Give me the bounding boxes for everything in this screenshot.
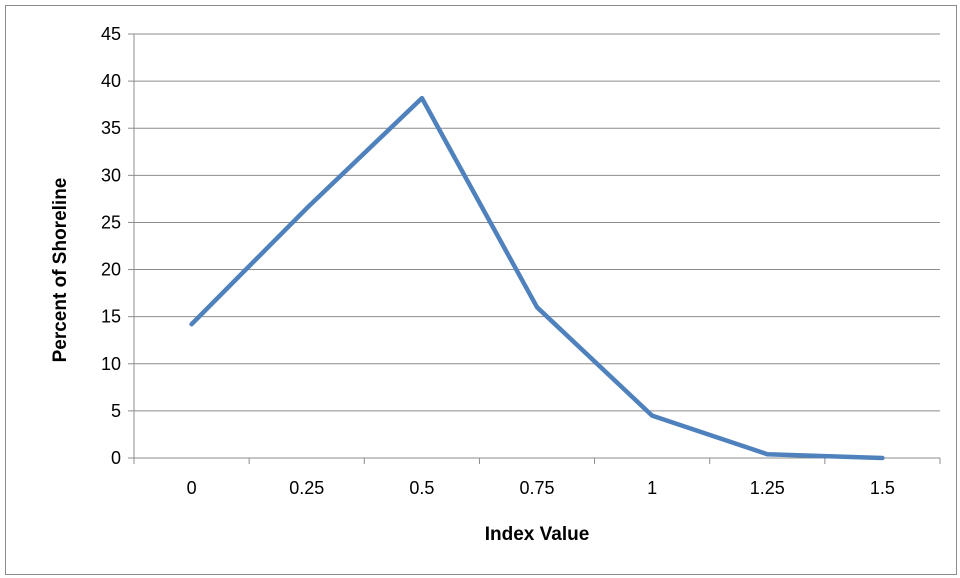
x-tick-label: 1	[647, 478, 657, 498]
gridlines	[134, 33, 940, 412]
y-tick-label: 30	[101, 165, 121, 185]
y-tick-label: 45	[101, 24, 121, 44]
y-tick-label: 15	[101, 307, 121, 327]
y-tick-label: 25	[101, 212, 121, 232]
y-tick-label: 5	[111, 401, 121, 421]
x-tick-label: 0.25	[289, 478, 324, 498]
y-tick-label: 0	[111, 448, 121, 468]
x-tick-labels: 0 0.25 0.5 0.75 1 1.25 1.5	[187, 478, 895, 498]
chart-border	[5, 5, 957, 575]
y-tick-label: 10	[101, 354, 121, 374]
series	[189, 95, 885, 461]
x-tick-label: 0.75	[519, 478, 554, 498]
y-tick-labels: 0 5 10 15 20 25 30 35 40 45	[101, 24, 121, 468]
axes	[128, 33, 941, 464]
x-tick-label: 0.5	[409, 478, 434, 498]
x-axis-title: Index Value	[485, 524, 590, 545]
series-line	[189, 95, 885, 461]
x-tick-label: 1.5	[870, 478, 895, 498]
x-tick-label: 0	[187, 478, 197, 498]
y-tick-label: 40	[101, 71, 121, 91]
x-tick-label: 1.25	[750, 478, 785, 498]
y-tick-label: 35	[101, 118, 121, 138]
y-axis-title: Percent of Shoreline	[50, 178, 71, 363]
y-tick-label: 20	[101, 260, 121, 280]
